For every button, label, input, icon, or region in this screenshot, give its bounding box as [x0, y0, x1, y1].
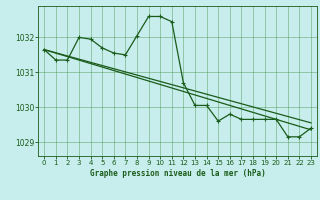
X-axis label: Graphe pression niveau de la mer (hPa): Graphe pression niveau de la mer (hPa)	[90, 169, 266, 178]
